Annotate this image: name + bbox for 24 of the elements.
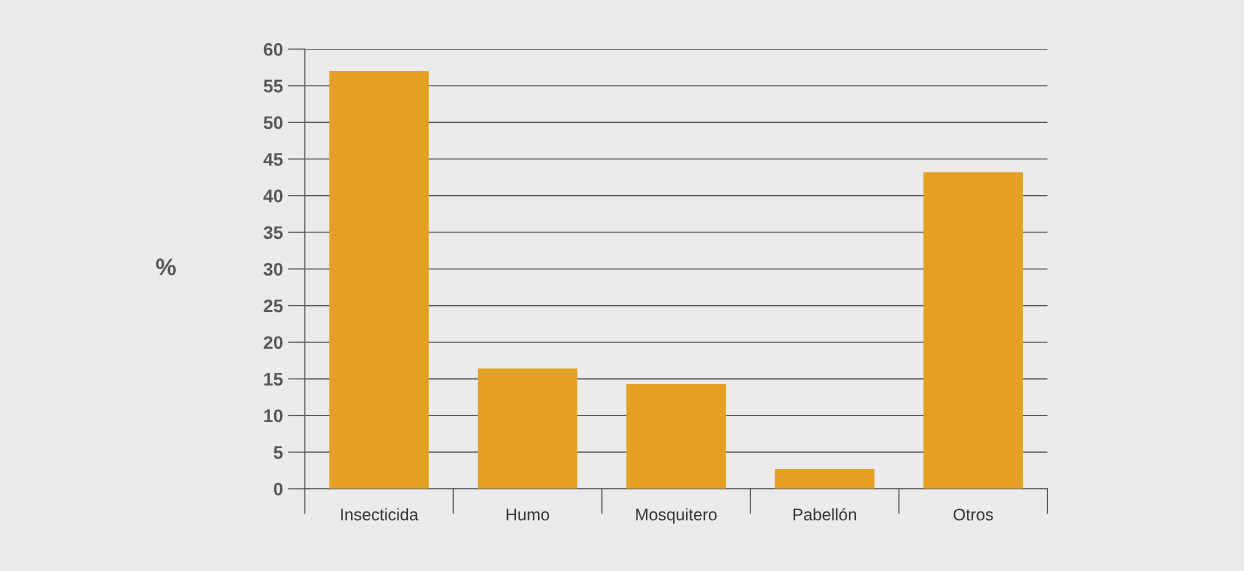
y-tick-label: 5 <box>273 446 283 459</box>
bar <box>477 368 578 489</box>
y-tick-label: 10 <box>264 409 283 423</box>
y-tick-label: 60 <box>263 43 283 56</box>
y-tick-label: 40 <box>263 189 283 203</box>
y-tick-label: 0 <box>273 482 283 496</box>
x-tick-label: Humo <box>506 508 550 521</box>
y-tick-label: 35 <box>263 226 283 240</box>
y-tick-label: 45 <box>263 153 283 166</box>
y-tick-label: 55 <box>263 79 283 93</box>
bar <box>923 172 1023 489</box>
bar <box>329 71 429 489</box>
y-axis-title: % <box>156 258 176 276</box>
y-tick-label: 30 <box>263 262 283 276</box>
y-tick-label: 20 <box>263 336 283 349</box>
bar <box>774 468 875 489</box>
x-tick-label: Pabellón <box>793 508 856 521</box>
y-tick-label: 50 <box>263 116 283 130</box>
y-tick-label: 25 <box>263 299 283 313</box>
bar <box>626 383 726 489</box>
y-tick-label: 15 <box>264 372 283 386</box>
x-tick-label: Insecticida <box>341 508 419 521</box>
x-tick-label: Otros <box>953 508 993 521</box>
x-tick-label: Mosquitero <box>636 508 717 524</box>
